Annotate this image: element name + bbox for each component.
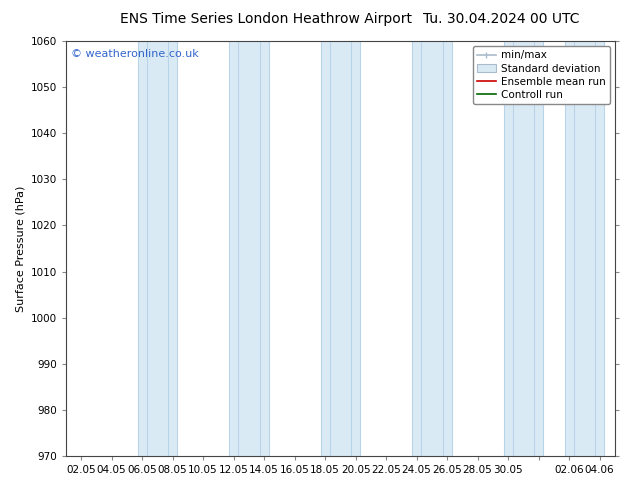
Bar xyxy=(503,41,543,456)
Bar xyxy=(138,41,177,456)
Legend: min/max, Standard deviation, Ensemble mean run, Controll run: min/max, Standard deviation, Ensemble me… xyxy=(472,46,610,104)
Bar xyxy=(229,41,269,456)
Bar xyxy=(564,41,604,456)
Bar xyxy=(412,41,451,456)
Text: © weatheronline.co.uk: © weatheronline.co.uk xyxy=(71,49,199,59)
Bar xyxy=(321,41,360,456)
Y-axis label: Surface Pressure (hPa): Surface Pressure (hPa) xyxy=(15,185,25,312)
Text: ENS Time Series London Heathrow Airport: ENS Time Series London Heathrow Airport xyxy=(120,12,412,26)
Text: Tu. 30.04.2024 00 UTC: Tu. 30.04.2024 00 UTC xyxy=(423,12,579,26)
